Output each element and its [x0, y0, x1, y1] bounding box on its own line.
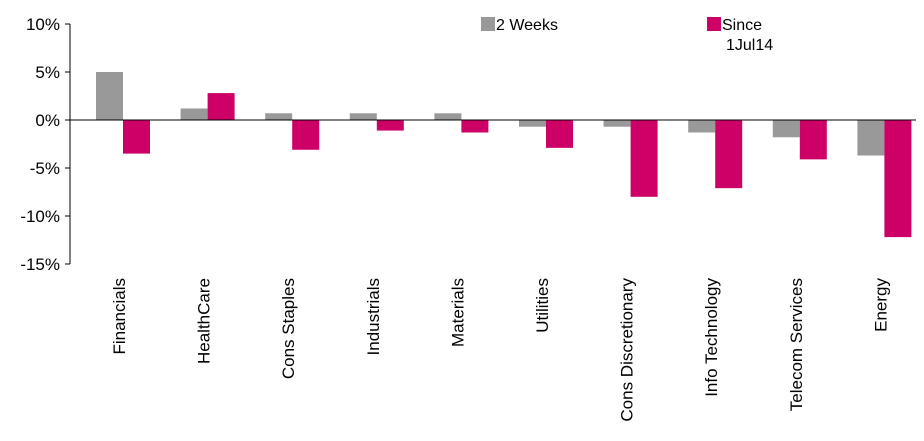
bar-two-weeks [434, 113, 462, 120]
bar-two-weeks [180, 108, 208, 120]
x-axis: Financials HealthCare Cons Staples Industri… [70, 119, 916, 422]
y-tick-label: -15% [20, 255, 60, 274]
category-label: Telecom Services [787, 278, 806, 411]
y-tick-label: 10% [26, 15, 60, 34]
bar-since-1jul14 [207, 93, 235, 120]
bar-two-weeks [96, 72, 123, 120]
bar-since-1jul14 [376, 120, 404, 131]
bar-two-weeks [688, 120, 716, 133]
bar-since-1jul14 [799, 120, 827, 160]
y-tick-label: 5% [35, 63, 60, 82]
bar-since-1jul14 [630, 120, 658, 197]
legend-label: 1Jul14 [726, 37, 773, 54]
legend-swatch [481, 17, 495, 31]
legend-label: 2 Weeks [496, 17, 558, 34]
category-label: Financials [110, 278, 129, 355]
bar-two-weeks [772, 120, 800, 138]
y-tick-label: -10% [20, 207, 60, 226]
bar-since-1jul14 [461, 120, 489, 133]
category-label: Cons Staples [279, 278, 298, 379]
bars [96, 72, 912, 238]
bar-since-1jul14 [715, 120, 743, 189]
bar-two-weeks [265, 113, 293, 120]
bar-two-weeks [603, 120, 631, 127]
legend-label: Since [722, 17, 762, 34]
legend: 2 Weeks Since 1Jul14 [481, 17, 773, 54]
category-label: Cons Discretionary [618, 278, 637, 422]
bar-since-1jul14 [884, 120, 912, 238]
category-label: Materials [448, 278, 467, 347]
bar-two-weeks [349, 113, 377, 120]
bar-since-1jul14 [292, 120, 320, 150]
category-label: Info Technology [702, 278, 721, 397]
y-tick-label: 0% [35, 111, 60, 130]
bar-two-weeks [857, 120, 885, 156]
bar-since-1jul14 [546, 120, 573, 148]
y-tick-label: -5% [30, 159, 60, 178]
bar-two-weeks [519, 120, 546, 127]
bar-since-1jul14 [123, 120, 150, 154]
category-label: Energy [871, 278, 890, 332]
y-axis: 10% 5% 0% -5% -10% -15% [20, 15, 71, 274]
category-label: Industrials [364, 278, 383, 355]
category-label: Utilities [533, 278, 552, 333]
legend-swatch [707, 17, 721, 31]
category-label: HealthCare [195, 278, 214, 364]
